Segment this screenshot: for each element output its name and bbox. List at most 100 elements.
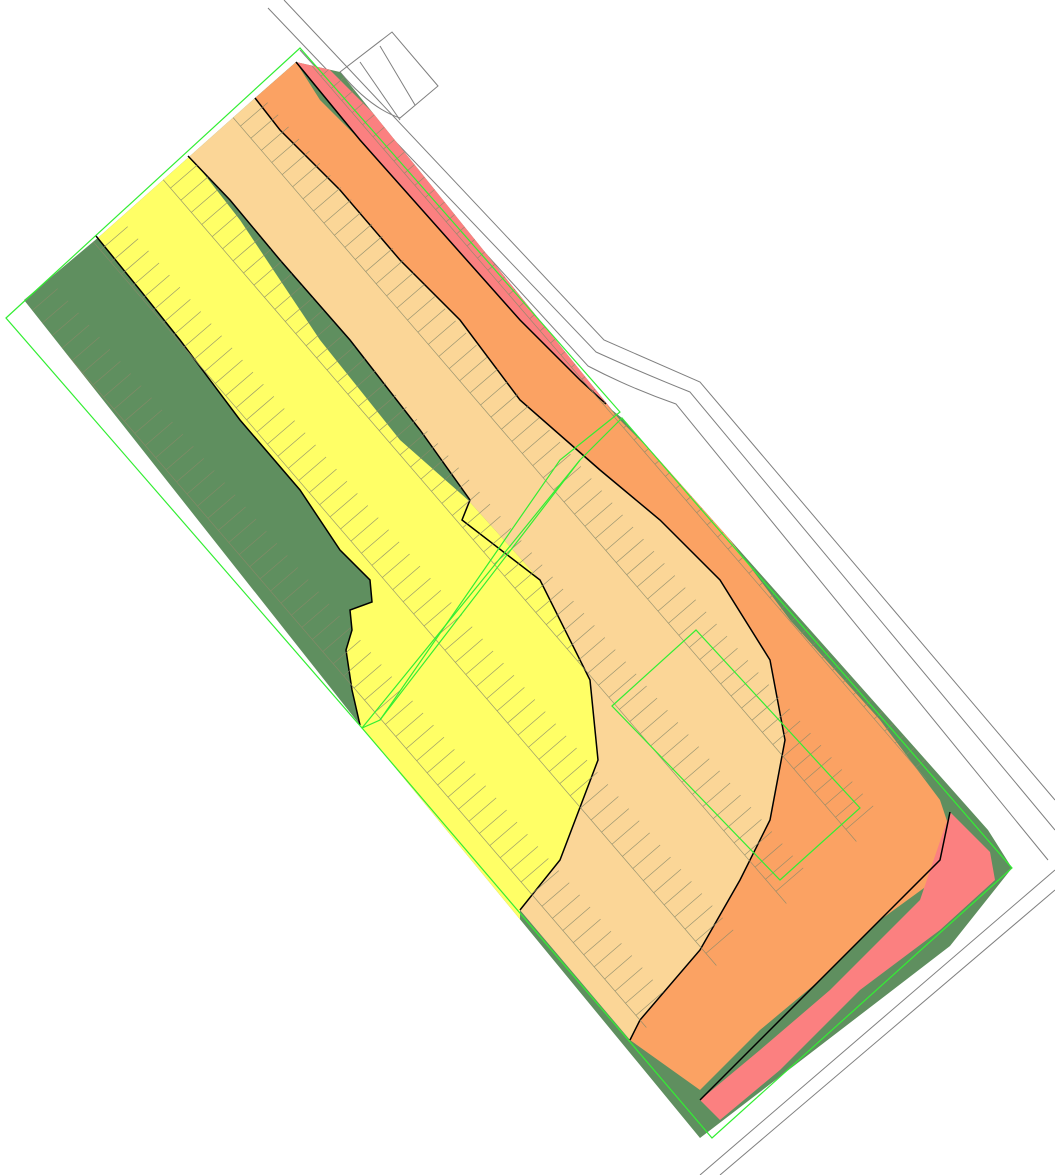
parcel-lot-line xyxy=(577,637,606,662)
parcel-lot-line xyxy=(447,773,476,798)
contour-line-1 xyxy=(95,235,373,726)
parcel-lot-line xyxy=(620,257,649,282)
parcel-lot-line xyxy=(350,517,379,542)
parcel-lot-line xyxy=(574,490,603,515)
parcel-lot-line xyxy=(544,26,571,49)
zone-light-orange[interactable] xyxy=(188,98,785,1040)
parcel-lot-line xyxy=(818,487,847,512)
parcel-lot-line xyxy=(741,684,770,709)
parcel-lot-line xyxy=(713,794,741,819)
parcel-lot-line xyxy=(766,427,795,452)
parcel-lot-line xyxy=(902,584,930,609)
parcel-lot-line xyxy=(483,528,512,553)
parcel-lot-line xyxy=(790,598,819,623)
parcel-lot-line xyxy=(629,697,658,722)
parcel-lot-line xyxy=(787,451,816,476)
parcel-lot-line xyxy=(474,87,502,112)
parcel-lot-line xyxy=(684,905,713,930)
parcel-lot-line xyxy=(602,379,631,404)
parcel-lot-line xyxy=(313,187,342,212)
parcel-lot-line xyxy=(662,305,690,330)
parcel-lot-line xyxy=(721,231,750,256)
parcel-lot-line xyxy=(948,351,976,376)
parcel-lot-line xyxy=(110,238,139,263)
parcel-lot-line xyxy=(378,406,407,431)
parcel-lot-line xyxy=(92,361,121,386)
contour-line-3 xyxy=(254,97,786,1041)
parcel-lot-line xyxy=(407,296,435,321)
zone-orange[interactable] xyxy=(255,62,950,1090)
parcel-lot-line xyxy=(997,265,1012,290)
parcel-row-edge xyxy=(24,299,647,1028)
parcel-lot-line xyxy=(514,564,543,589)
parcel-lot-line xyxy=(969,375,997,400)
parcel-lot-line xyxy=(501,405,529,430)
parcel-lot-line xyxy=(113,385,142,410)
parcel-lot-line xyxy=(598,661,626,686)
parcel-lot-line xyxy=(343,652,372,677)
parcel-lot-line xyxy=(465,650,494,675)
parcel-lot-line xyxy=(854,242,883,267)
parcel-lot-line xyxy=(660,734,689,759)
parcel-lot-line xyxy=(809,62,838,72)
parcel-lot-line xyxy=(934,192,963,217)
parcel-lot-line xyxy=(849,524,878,549)
parcel-lot-line xyxy=(61,324,90,349)
parcel-lot-line xyxy=(937,339,966,364)
site-boundary-lower xyxy=(361,417,1013,1139)
parcel-lot-line xyxy=(735,390,763,415)
parcel-lot-line xyxy=(410,443,439,468)
parcel-lot-line xyxy=(170,164,198,189)
parcel-lot-line xyxy=(332,639,361,665)
parcel-lot-line xyxy=(312,615,340,640)
contour-line-4 xyxy=(295,61,607,405)
parcel-lot-line xyxy=(455,638,483,663)
parcel-lot-line xyxy=(522,429,550,454)
parcel-lot-line xyxy=(526,148,555,173)
parcel-lot-line xyxy=(805,328,833,353)
parcel-lot-line xyxy=(744,831,773,856)
cul-de-sac-outline xyxy=(339,31,439,119)
parcel-lot-line xyxy=(358,382,386,407)
parcel-lot-line xyxy=(222,224,251,250)
parcel-lot-line xyxy=(870,548,899,573)
parcel-lot-line xyxy=(124,397,152,422)
parcel-lot-line xyxy=(933,621,962,646)
parcel-lot-line xyxy=(638,134,666,159)
parcel-lot-line xyxy=(515,135,544,161)
parcel-lot-line xyxy=(674,893,703,918)
parcel-lot-line xyxy=(308,468,337,493)
parcel-lot-line xyxy=(463,75,492,100)
parcel-lot-line xyxy=(906,303,935,328)
parcel-lot-line xyxy=(802,181,830,206)
parcel-lot-line xyxy=(625,979,653,1004)
parcel-lot-line xyxy=(228,518,257,543)
parcel-lot-line xyxy=(768,0,795,22)
parcel-lot-line xyxy=(1003,559,1012,584)
parcel-lot-line xyxy=(708,72,736,97)
parcel-lot-line xyxy=(347,370,376,395)
parcel-lot-line xyxy=(438,332,467,357)
parcel-lot-line xyxy=(840,83,869,108)
parcel-lot-line xyxy=(739,108,768,134)
parcel-lot-line xyxy=(1042,461,1055,484)
parcel-lot-line xyxy=(479,809,507,834)
parcel-lot-line xyxy=(700,207,729,232)
parcel-lot-line xyxy=(627,122,656,147)
parcel-lot-line xyxy=(552,894,580,919)
parcel-lot-line xyxy=(264,273,292,298)
parcel-lot-line xyxy=(259,555,288,580)
parcel-lot-line xyxy=(803,757,832,782)
parcel-lot-line xyxy=(395,712,424,737)
parcel-lot-line xyxy=(781,157,809,182)
road-edge-outer xyxy=(267,7,1055,831)
parcel-lot-line xyxy=(444,626,473,651)
parcel-lot-line xyxy=(194,335,222,360)
parcel-lot-line xyxy=(617,110,645,135)
parcel-lot-line xyxy=(829,499,857,524)
parcel-lot-line xyxy=(630,269,659,294)
parcel-lot-line xyxy=(672,317,701,342)
parcel-lot-line xyxy=(240,102,268,127)
